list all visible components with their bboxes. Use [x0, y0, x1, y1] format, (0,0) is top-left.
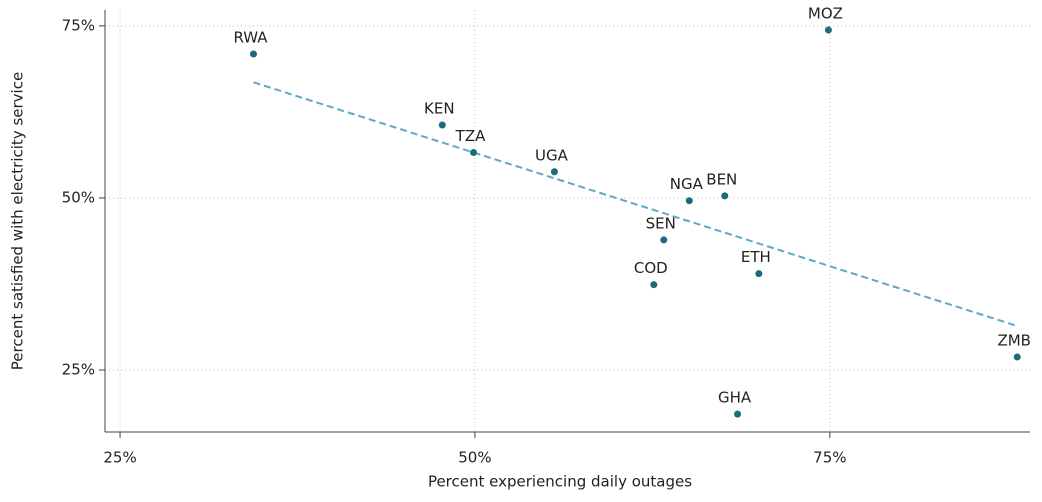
point [734, 410, 742, 418]
point [660, 236, 668, 244]
trend-line [253, 81, 1018, 327]
point-label: ETH [741, 248, 771, 266]
point [685, 197, 693, 205]
point-label: COD [634, 259, 668, 277]
point-label: TZA [455, 127, 486, 145]
x-tick-label: 25% [103, 449, 136, 467]
point-label: NGA [670, 175, 704, 193]
point [650, 281, 658, 289]
point-label: RWA [233, 29, 268, 47]
point-label: SEN [646, 214, 676, 232]
point-label: BEN [706, 170, 737, 188]
point-label: GHA [718, 389, 752, 407]
point [249, 50, 257, 58]
y-axis-label: Percent satisfied with electricity servi… [9, 72, 27, 370]
point-label: UGA [535, 146, 569, 164]
point [755, 270, 763, 278]
x-tick-label: 50% [458, 449, 491, 467]
y-tick-label: 75% [62, 16, 95, 34]
point [1013, 353, 1021, 361]
point-label: ZMB [997, 331, 1031, 349]
point [470, 149, 478, 157]
x-tick-label: 75% [813, 449, 846, 467]
point [438, 121, 446, 129]
point [824, 26, 832, 34]
point-label: KEN [424, 99, 455, 117]
point-label: MOZ [808, 4, 843, 22]
x-axis-label: Percent experiencing daily outages [428, 473, 692, 491]
y-tick-label: 25% [62, 361, 95, 379]
y-tick-label: 50% [62, 188, 95, 206]
point [721, 192, 729, 200]
point [550, 168, 558, 176]
